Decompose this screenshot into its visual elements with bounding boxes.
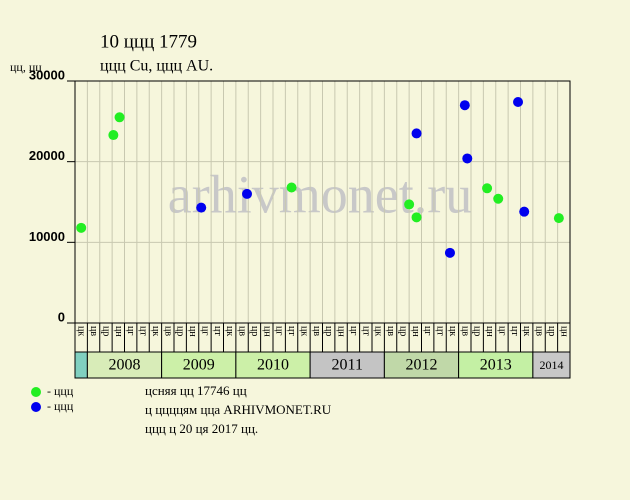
x-tick-label: цн [484, 326, 495, 337]
x-tick-label: цг [496, 326, 507, 335]
x-tick-label: цн [261, 326, 272, 337]
point [108, 130, 119, 141]
note: ц ццццям цца ARHIVMONET.RU [145, 402, 332, 417]
x-tick-label: цг [422, 326, 433, 335]
x-tick-label: цг [125, 326, 136, 335]
x-tick-label: цр [323, 326, 334, 336]
x-tick-label: цр [249, 326, 260, 336]
x-tick-label: цт [435, 326, 446, 336]
y-tick-label: 0 [58, 309, 65, 324]
x-tick-label: цв [162, 326, 173, 336]
x-tick-label: цт [286, 326, 297, 336]
x-tick-label: цр [546, 326, 557, 336]
point [411, 212, 422, 223]
x-tick-label: цк [224, 326, 235, 336]
x-tick-label: цн [113, 326, 124, 337]
year-band [383, 351, 460, 379]
watermark: arhivmonet.ru [168, 164, 472, 224]
year-band [532, 351, 571, 379]
y-tick-label: 10000 [29, 229, 65, 244]
year-band [74, 351, 88, 379]
x-tick-label: цр [397, 326, 408, 336]
y-tick-label: 20000 [29, 148, 65, 163]
x-tick-label: цв [534, 326, 545, 336]
year-label: 2008 [109, 357, 141, 374]
x-tick-label: цв [459, 326, 470, 336]
note: ццц ц 20 ця 2017 цц. [145, 421, 258, 436]
point [553, 213, 564, 224]
year-band [86, 351, 163, 379]
year-band [458, 351, 534, 379]
point [519, 206, 530, 217]
x-tick-label: цк [298, 326, 309, 336]
legend-label: - ццц [47, 399, 74, 413]
x-tick-label: цг [348, 326, 359, 335]
x-tick-label: цт [360, 326, 371, 336]
year-band [235, 351, 311, 379]
x-tick-label: цр [175, 326, 186, 336]
year-label: 2009 [183, 357, 215, 374]
year-band [161, 351, 237, 379]
point [286, 182, 297, 193]
legend-marker [31, 387, 41, 397]
year-label: 2011 [332, 357, 363, 374]
chart-subtitle: ццц Cu, ццц AU. [100, 58, 213, 75]
point [411, 128, 422, 139]
point [114, 112, 125, 123]
point [482, 183, 493, 194]
x-tick-label: цк [373, 326, 384, 336]
year-label: 2014 [539, 358, 563, 372]
point [493, 193, 504, 204]
x-tick-label: цн [336, 326, 347, 337]
x-tick-label: цк [76, 326, 87, 336]
x-tick-label: цк [447, 326, 458, 336]
y-axis-label: цц, цц [10, 60, 42, 74]
year-label: 2012 [406, 357, 438, 374]
x-tick-label: цк [521, 326, 532, 336]
x-tick-label: цв [311, 326, 322, 336]
x-tick-label: цв [237, 326, 248, 336]
legend-marker [31, 402, 41, 412]
x-tick-label: цг [274, 326, 285, 335]
x-tick-label: цк [150, 326, 161, 336]
x-tick-label: цр [472, 326, 483, 336]
point [76, 222, 87, 233]
x-tick-label: цн [410, 326, 421, 337]
x-tick-label: цт [138, 326, 149, 336]
x-tick-label: цт [509, 326, 520, 336]
point [459, 100, 470, 111]
x-tick-label: цн [187, 326, 198, 337]
point [444, 247, 455, 258]
point [404, 199, 415, 210]
x-tick-label: цв [88, 326, 99, 336]
chart-title: 10 ццц 1779 [100, 31, 197, 52]
y-tick-label: 30000 [29, 67, 65, 82]
legend-label: - ццц [47, 384, 74, 398]
note: цcняя цц 17746 цц [145, 383, 247, 398]
point [196, 202, 207, 213]
year-label: 2010 [257, 357, 289, 374]
point [242, 188, 253, 199]
x-tick-label: цв [385, 326, 396, 336]
x-tick-label: цн [558, 326, 569, 337]
x-tick-label: цг [199, 326, 210, 335]
year-label: 2013 [480, 357, 512, 374]
point [513, 96, 524, 107]
x-tick-label: цр [100, 326, 111, 336]
x-tick-label: цт [212, 326, 223, 336]
point [462, 153, 473, 164]
